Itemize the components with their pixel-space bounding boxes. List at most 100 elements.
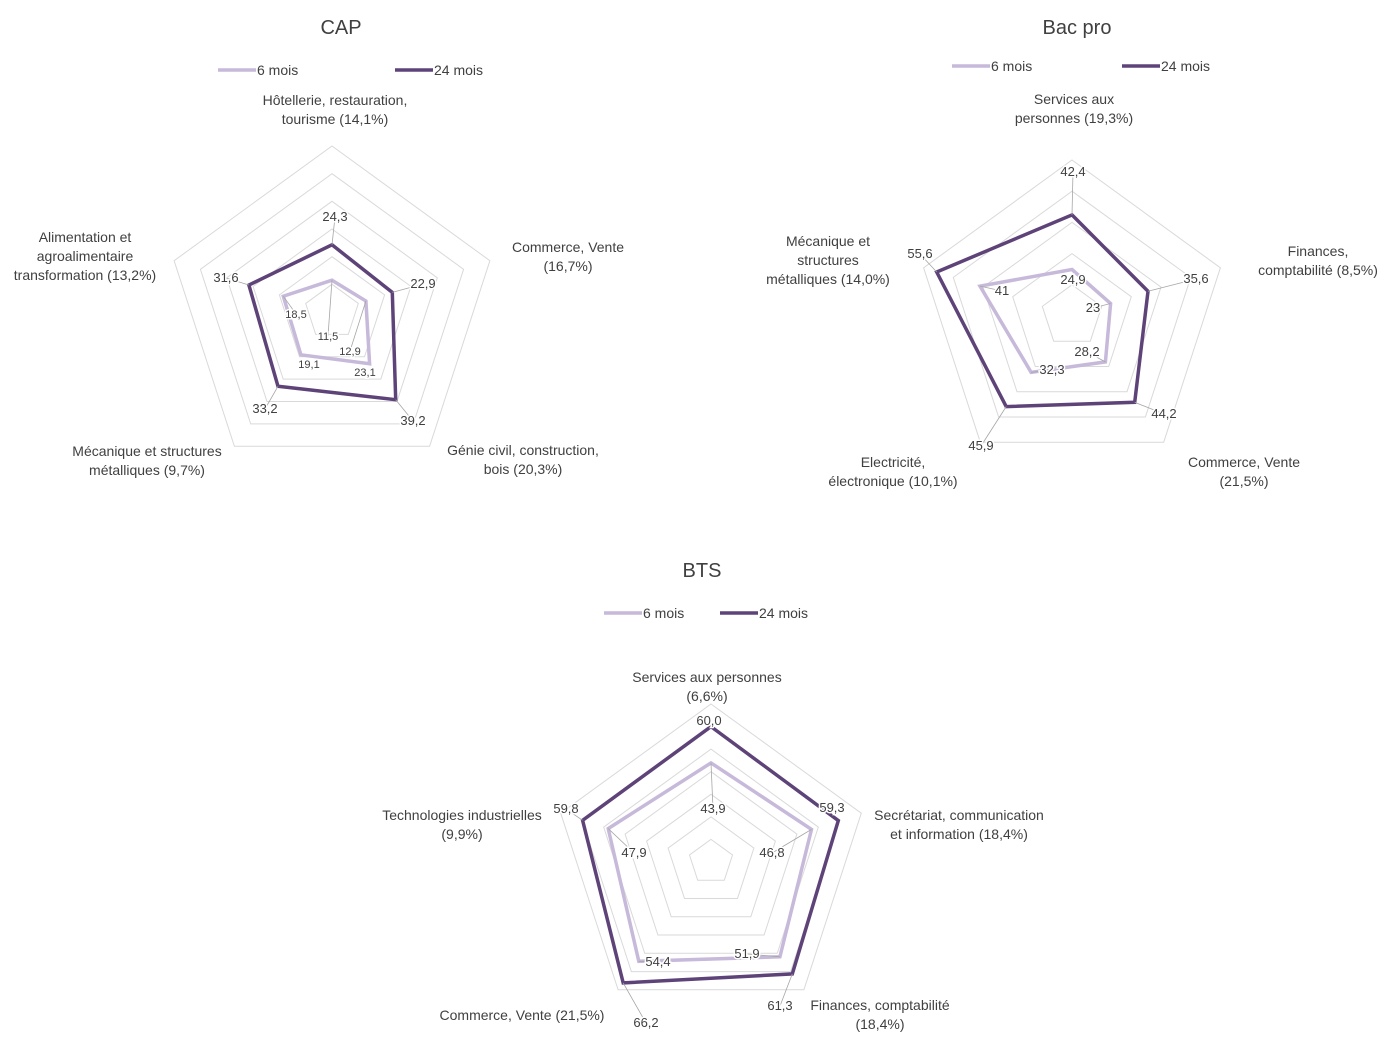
gridline-ring xyxy=(305,283,359,335)
chart-title: CAP xyxy=(320,17,361,39)
axis-label-line: bois (20,3%) xyxy=(484,461,563,477)
data-label-24-mois: 31,6 xyxy=(213,270,238,285)
data-label-leader xyxy=(225,277,250,286)
data-label-24-mois: 59,3 xyxy=(819,800,844,815)
gridline-ring xyxy=(560,703,862,991)
data-label-leader xyxy=(395,399,414,422)
axis-label: Technologies industrielles (9,9%) xyxy=(382,807,542,842)
axis-label-line: personnes (19,3%) xyxy=(1015,110,1133,126)
gridline-ring xyxy=(667,816,755,899)
gridline-ring xyxy=(688,838,734,881)
axis-label-line: Alimentation et xyxy=(39,229,132,245)
axis-label-line: (9,9%) xyxy=(441,826,482,842)
data-label-leader xyxy=(565,808,583,821)
data-label-leader xyxy=(264,386,279,410)
axis-label-line: Finances, comptabilité xyxy=(810,997,950,1013)
series-line-6-mois xyxy=(977,267,1113,375)
axis-label-line: Technologies industrielles xyxy=(382,807,542,823)
data-label-leader xyxy=(1092,303,1111,309)
data-label-leader xyxy=(638,960,659,963)
radar-chart-bts: BTS 6 mois 24 mois 43,9 60,0 46,8 59,3 51,9 61,3… xyxy=(382,560,1044,1032)
axis-label-line: (21,5%) xyxy=(1219,473,1268,489)
gridline-ring xyxy=(982,221,1162,393)
data-label-leader xyxy=(1134,401,1165,415)
axis-label: Mécanique et structures métalliques (9,7%… xyxy=(72,443,221,478)
data-label-24-mois: 44,2 xyxy=(1151,406,1176,421)
data-label-24-mois: 33,2 xyxy=(252,401,277,416)
data-label-leader xyxy=(919,253,937,273)
axis-label-line: métalliques (14,0%) xyxy=(766,271,890,287)
axis-label: Commerce, Vente (21,5%) xyxy=(1188,454,1300,489)
axis-label-line: Secrétariat, communication xyxy=(874,807,1044,823)
series-line-24-mois xyxy=(934,212,1150,409)
series-line-6-mois xyxy=(606,760,814,964)
data-label-24-mois: 42,4 xyxy=(1060,164,1085,179)
axis-label-line: Commerce, Vente (21,5%) xyxy=(440,1007,605,1023)
data-label-leader xyxy=(746,953,780,958)
gridline-ring xyxy=(199,173,465,425)
data-label-6-mois: 19,1 xyxy=(298,359,319,371)
axis-label: Hôtellerie, restauration, tourisme (14,1%… xyxy=(263,92,408,127)
axis-label-line: Electricité, xyxy=(861,454,926,470)
axis-label-line: Services aux personnes xyxy=(632,669,781,685)
axis-label-line: électronique (10,1%) xyxy=(828,473,957,489)
data-label-24-mois: 66,2 xyxy=(633,1015,658,1030)
data-label-leader xyxy=(979,285,1003,292)
gridline-ring xyxy=(923,159,1221,443)
data-label-leader xyxy=(607,828,635,854)
data-label-6-mois: 54,4 xyxy=(645,954,670,969)
data-label-6-mois: 41 xyxy=(995,283,1009,298)
legend-label-24-mois: 24 mois xyxy=(434,62,483,78)
data-label-24-mois: 22,9 xyxy=(410,276,435,291)
data-label-24-mois: 61,3 xyxy=(767,998,792,1013)
data-label-6-mois: 12,9 xyxy=(339,346,360,358)
data-label-6-mois: 23 xyxy=(1086,300,1100,315)
data-label-leader xyxy=(349,300,367,352)
legend-label-6-mois: 6 mois xyxy=(643,605,684,621)
legend-label-6-mois: 6 mois xyxy=(991,58,1032,74)
data-label-6-mois: 24,9 xyxy=(1060,272,1085,287)
axis-label-line: et information (18,4%) xyxy=(890,826,1028,842)
axis-label: Services aux personnes (19,3%) xyxy=(1015,91,1133,126)
data-label-leader xyxy=(1031,369,1053,373)
axis-label: Finances, comptabilité (8,5%) xyxy=(1258,243,1378,278)
series-line-24-mois xyxy=(580,724,841,985)
axis-label-line: Hôtellerie, restauration, xyxy=(263,92,408,108)
data-label-6-mois: 18,5 xyxy=(285,309,306,321)
gridline-ring xyxy=(603,748,819,954)
radar-chart-cap: CAP 6 mois 24 mois 11,5 24,3 12,9 22,9 23,1 39,2… xyxy=(14,17,624,478)
axis-label-line: (6,6%) xyxy=(686,688,727,704)
axis-label: Finances, comptabilité (18,4%) xyxy=(810,997,950,1032)
data-label-24-mois: 55,6 xyxy=(907,246,932,261)
gridline-ring xyxy=(646,793,776,918)
axis-label-line: agroalimentaire xyxy=(37,248,134,264)
axis-label: Commerce, Vente (16,7%) xyxy=(512,239,624,274)
axis-label-line: comptabilité (8,5%) xyxy=(1258,262,1378,278)
data-label-6-mois: 46,8 xyxy=(759,845,784,860)
chart-title: Bac pro xyxy=(1043,17,1112,39)
axis-label-line: (18,4%) xyxy=(855,1016,904,1032)
data-label-6-mois: 47,9 xyxy=(621,845,646,860)
data-label-leader xyxy=(980,406,1007,447)
radar-chart-bac-pro: Bac pro 6 mois 24 mois 24,9 42,4 23 35,6 28,2 44… xyxy=(766,17,1378,489)
data-label-6-mois: 51,9 xyxy=(734,946,759,961)
axis-label: Génie civil, construction, bois (20,3%) xyxy=(447,442,599,477)
data-label-6-mois: 32,3 xyxy=(1039,362,1064,377)
data-label-6-mois: 23,1 xyxy=(354,367,375,379)
axis-label-line: Mécanique et xyxy=(786,233,870,249)
data-label-6-mois: 11,5 xyxy=(318,331,339,343)
axis-label-line: Commerce, Vente xyxy=(1188,454,1300,470)
data-label-24-mois: 35,6 xyxy=(1183,271,1208,286)
axis-label: Services aux personnes (6,6%) xyxy=(632,669,781,704)
data-label-leader xyxy=(771,829,812,854)
legend-label-6-mois: 6 mois xyxy=(257,62,298,78)
axis-label-line: Mécanique et structures xyxy=(72,443,221,459)
axis-label-line: (16,7%) xyxy=(543,258,592,274)
axis-label: Commerce, Vente (21,5%) xyxy=(440,1007,605,1023)
data-label-24-mois: 59,8 xyxy=(553,801,578,816)
data-label-24-mois: 24,3 xyxy=(322,209,347,224)
axis-label-line: transformation (13,2%) xyxy=(14,267,156,283)
legend-label-24-mois: 24 mois xyxy=(759,605,808,621)
axis-label-line: Commerce, Vente xyxy=(512,239,624,255)
